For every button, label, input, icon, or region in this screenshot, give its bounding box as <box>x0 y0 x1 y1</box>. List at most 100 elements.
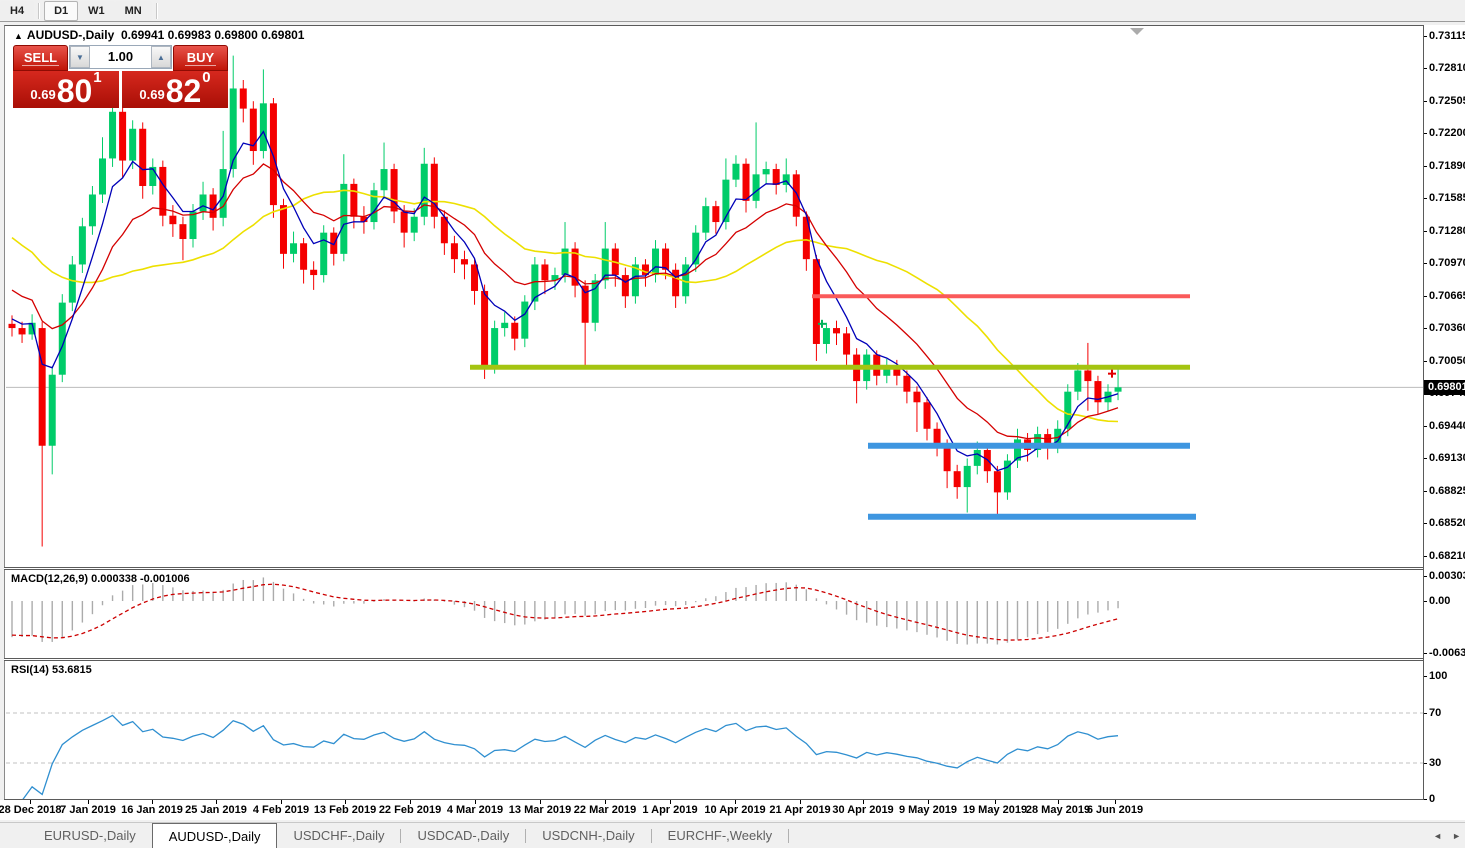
macd-plot[interactable] <box>6 571 1423 658</box>
date-tick <box>152 800 153 804</box>
timeframe-toolbar: H4 D1 W1 MN <box>0 0 1465 22</box>
rsi-plot[interactable] <box>6 661 1423 799</box>
axis-tick <box>1424 425 1427 427</box>
date-tick <box>216 800 217 804</box>
chart-tab-usdchf[interactable]: USDCHF-,Daily <box>293 828 385 843</box>
volume-decrease-icon[interactable]: ▼ <box>70 46 90 68</box>
price-axis-label: 0.70970 <box>1429 257 1465 270</box>
volume-input[interactable]: 1.00 <box>107 49 134 64</box>
axis-tick <box>1424 263 1427 265</box>
price-axis-label: 0.72505 <box>1429 94 1465 107</box>
chart-tab-eurusd[interactable]: EURUSD-,Daily <box>44 828 136 843</box>
chart-title: ▲ AUDUSD-,Daily 0.69941 0.69983 0.69800 0… <box>14 28 304 42</box>
date-tick <box>735 800 736 804</box>
date-axis-label: 28 Dec 2018 <box>0 804 62 816</box>
price-axis-label: 0.72200 <box>1429 127 1465 139</box>
timeframe-h4-button[interactable]: H4 <box>0 0 35 21</box>
axis-tick <box>1424 165 1427 167</box>
date-tick <box>928 800 929 804</box>
date-tick <box>281 800 282 804</box>
price-axis[interactable]: 0.73115 0.72810 0.72505 0.72200 0.71890 0.715… <box>1424 25 1465 820</box>
date-axis[interactable]: 28 Dec 2018 7 Jan 2019 16 Jan 2019 25 Jan 2… <box>0 800 1424 820</box>
chart-window <box>4 25 1465 820</box>
buy-button[interactable]: BUY <box>173 45 228 71</box>
date-axis-label: 19 May 2019 <box>962 804 1028 816</box>
axis-tick <box>1424 458 1427 460</box>
rsi-axis-label: 0 <box>1429 793 1436 805</box>
price-axis-label: 0.71280 <box>1429 224 1465 237</box>
chart-symbol-label: AUDUSD-,Daily <box>26 28 115 42</box>
pane-splitter-rsi[interactable] <box>4 658 1465 661</box>
chart-tab-bar: EURUSD-,Daily AUDUSD-,Daily USDCHF-,Daily U… <box>0 822 1465 848</box>
rsi-axis-label: 100 <box>1429 669 1448 682</box>
date-tick <box>88 800 89 804</box>
axis-tick <box>1424 675 1427 677</box>
date-axis-label: 1 Apr 2019 <box>642 804 698 816</box>
rsi-axis-label: 30 <box>1429 757 1442 769</box>
volume-increase-icon[interactable]: ▲ <box>151 46 171 68</box>
chart-tab-usdcnh[interactable]: USDCNH-,Daily <box>542 828 635 843</box>
price-axis-label: 0.71890 <box>1429 159 1465 172</box>
price-axis-label: 0.70665 <box>1429 289 1465 302</box>
tab-scroll-right-icon[interactable]: ► <box>1452 831 1461 841</box>
date-axis-label: 16 Jan 2019 <box>121 804 183 816</box>
date-axis-label: 22 Mar 2019 <box>573 804 637 816</box>
buy-price-pipette: 0 <box>202 69 211 86</box>
toolbar-separator <box>38 2 41 19</box>
sell-button[interactable]: SELL <box>13 45 68 71</box>
axis-tick <box>1424 328 1427 330</box>
rsi-axis-label: 70 <box>1429 707 1442 719</box>
chart-tab-eurchf[interactable]: EURCHF-,Weekly <box>667 828 773 843</box>
axis-tick <box>1424 555 1427 557</box>
buy-price-button[interactable]: 0.69 82 0 <box>122 69 228 109</box>
candlestick-plot[interactable] <box>6 27 1423 568</box>
pane-border <box>4 799 1465 800</box>
buy-price-pips: 82 <box>165 73 202 109</box>
date-tick <box>30 800 31 804</box>
rsi-indicator-label: RSI(14) 53.6815 <box>11 664 92 676</box>
timeframe-d1-button[interactable]: D1 <box>44 0 79 21</box>
current-price-label: 0.69801 <box>1424 380 1465 396</box>
date-tick <box>670 800 671 804</box>
macd-indicator-label: MACD(12,26,9) 0.000338 -0.001006 <box>11 573 190 585</box>
axis-tick <box>1424 799 1427 800</box>
date-tick <box>995 800 996 804</box>
date-axis-label: 13 Mar 2019 <box>508 804 572 816</box>
date-tick <box>1115 800 1116 804</box>
price-axis-label: 0.70360 <box>1429 322 1465 335</box>
price-axis-label: 0.68520 <box>1429 517 1465 530</box>
price-axis-label: 0.69440 <box>1429 419 1465 432</box>
tab-scroll-left-icon[interactable]: ◄ <box>1433 831 1443 841</box>
chart-shift-marker-icon[interactable] <box>1130 28 1144 35</box>
tab-separator <box>788 828 790 843</box>
timeframe-w1-button[interactable]: W1 <box>78 0 115 21</box>
pane-splitter-macd[interactable] <box>4 567 1465 570</box>
macd-axis-label: 0.00 <box>1429 595 1451 607</box>
macd-axis-label: -0.006311 <box>1429 646 1465 659</box>
one-click-trading-panel: SELL ▼ 1.00 ▲ BUY 0.69 80 1 0.69 82 0 <box>13 45 228 108</box>
tab-separator <box>650 828 652 843</box>
date-axis-label: 10 Apr 2019 <box>704 804 766 816</box>
sell-price-button[interactable]: 0.69 80 1 <box>13 70 119 108</box>
axis-tick <box>1424 295 1427 297</box>
buy-price-prefix: 0.69 <box>139 87 165 102</box>
timeframe-mn-button[interactable]: MN <box>114 0 152 21</box>
date-tick <box>800 800 801 804</box>
price-axis-label: 0.73115 <box>1429 30 1465 42</box>
price-axis-label: 0.70050 <box>1429 354 1465 367</box>
axis-tick <box>1424 652 1427 654</box>
volume-stepper: ▼ 1.00 ▲ <box>69 45 172 69</box>
sell-price-prefix: 0.69 <box>30 87 56 102</box>
date-tick <box>863 800 864 804</box>
date-axis-label: 7 Jan 2019 <box>60 804 116 816</box>
chart-tab-usdcad[interactable]: USDCAD-,Daily <box>417 828 510 843</box>
toolbar-separator <box>155 2 158 19</box>
symbol-marker-icon: ▲ <box>14 31 23 41</box>
price-axis-label: 0.72810 <box>1429 62 1465 75</box>
chart-tab-audusd[interactable]: AUDUSD-,Daily <box>151 823 278 848</box>
axis-tick <box>1424 133 1427 134</box>
date-tick <box>475 800 476 804</box>
date-axis-label: 30 Apr 2019 <box>832 804 894 816</box>
date-axis-label: 13 Feb 2019 <box>313 804 377 816</box>
date-axis-label: 28 May 2019 <box>1025 804 1091 816</box>
